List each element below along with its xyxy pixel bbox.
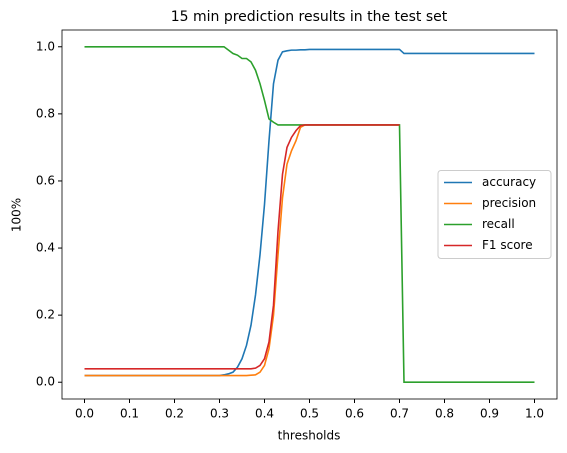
x-axis-label: thresholds (278, 429, 341, 443)
legend-label: accuracy (482, 175, 536, 189)
x-tick-label: 0.0 (75, 407, 94, 421)
x-tick-label: 0.4 (255, 407, 274, 421)
y-tick-label: 0.4 (36, 241, 55, 255)
x-tick-label: 1.0 (525, 407, 544, 421)
chart-title: 15 min prediction results in the test se… (171, 9, 448, 25)
legend-label: F1 score (482, 238, 533, 252)
legend-box (437, 170, 552, 259)
legend-label: precision (482, 196, 536, 210)
series-line (84, 124, 400, 377)
x-tick-label: 0.5 (300, 407, 319, 421)
plot-frame (61, 29, 558, 400)
x-tick-label: 0.9 (480, 407, 499, 421)
legend-label: recall (482, 217, 515, 231)
y-tick-label: 0.8 (36, 106, 55, 120)
y-tick-label: 1.0 (36, 39, 55, 53)
y-tick-label: 0.6 (36, 173, 55, 187)
x-tick-label: 0.7 (390, 407, 409, 421)
y-tick-label: 0.2 (36, 308, 55, 322)
x-tick-label: 0.1 (120, 407, 139, 421)
series-line (84, 124, 400, 370)
y-axis-label: 100% (10, 198, 24, 232)
x-tick-label: 0.6 (345, 407, 364, 421)
x-tick-label: 0.2 (165, 407, 184, 421)
y-tick-label: 0.0 (36, 375, 55, 389)
x-tick-label: 0.8 (435, 407, 454, 421)
x-tick-label: 0.3 (210, 407, 229, 421)
